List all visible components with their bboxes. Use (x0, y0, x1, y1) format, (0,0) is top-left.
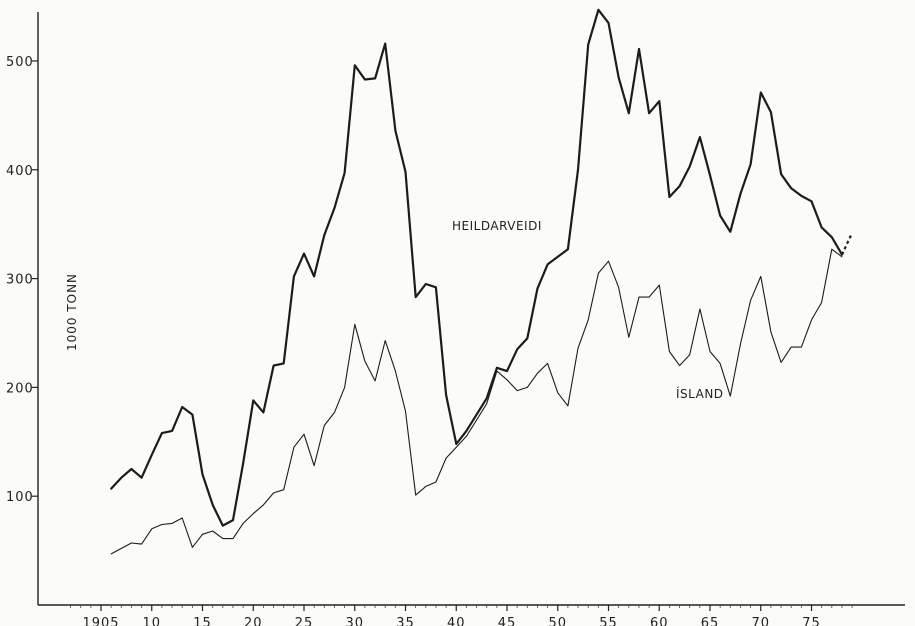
x-tick-label: 20 (244, 616, 263, 626)
ticks: 100 200 300 400 500 1905 10 15 20 25 30 35 40 45 50 55 6… (6, 55, 853, 626)
series-line-heildarveidi (110, 8, 844, 527)
x-tick-label: 40 (447, 616, 466, 626)
series-label-island: ÍSLAND (676, 386, 724, 401)
x-tick-label: 30 (345, 616, 364, 626)
y-axis-title: 1000 TONN (65, 273, 79, 351)
y-tick-label: 200 (6, 381, 34, 396)
x-tick-label: 45 (498, 616, 517, 626)
x-tick-label: 1905 (82, 616, 119, 626)
x-tick-label: 10 (142, 616, 161, 626)
y-tick-label: 100 (6, 490, 34, 505)
x-tick-label: 55 (599, 616, 618, 626)
series-label-heildarveidi: HEILDARVEIDI (452, 219, 542, 233)
x-tick-label: 35 (396, 616, 415, 626)
series-lines (110, 8, 854, 555)
axes (37, 12, 905, 606)
x-tick-label: 25 (295, 616, 314, 626)
x-tick-label: 70 (751, 616, 770, 626)
x-tick-label: 65 (701, 616, 720, 626)
y-tick-label: 300 (6, 273, 34, 288)
series-line-heildarveidi-projection (841, 232, 854, 256)
x-tick-label: 50 (548, 616, 567, 626)
x-tick-label: 15 (193, 616, 212, 626)
y-tick-label: 400 (6, 164, 34, 179)
y-tick-label: 500 (6, 55, 34, 70)
x-tick-label: 60 (650, 616, 669, 626)
series-line-island (110, 248, 843, 555)
x-tick-label: 75 (802, 616, 821, 626)
